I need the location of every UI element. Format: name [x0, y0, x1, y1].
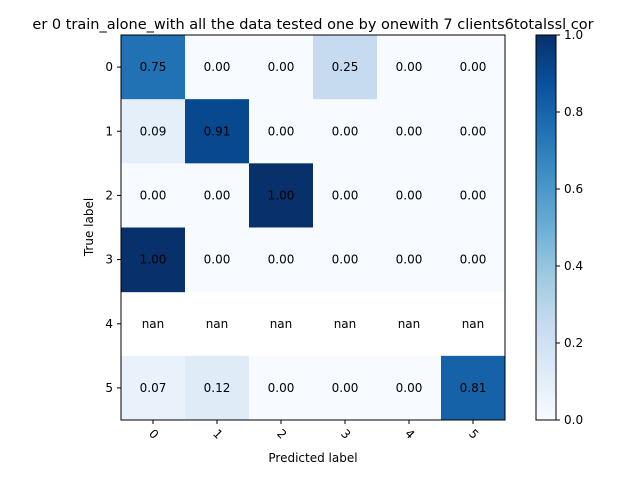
heatmap-cell: [377, 35, 442, 100]
heatmap-cell-labels: 0.75 0.00 0.00 0.25 0.00 0.00 0.09 0.91 0.00 0.00…: [140, 60, 487, 395]
cell-value-label: 0.81: [460, 381, 487, 395]
heatmap-cell: [313, 355, 378, 421]
heatmap-cell: [441, 99, 506, 164]
heatmap-cells: [121, 35, 506, 421]
cell-value-label: 0.00: [460, 253, 487, 267]
x-tick-label: 3: [338, 427, 353, 442]
heatmap-cell: [377, 163, 442, 228]
cell-value-label: 1.00: [268, 188, 295, 202]
colorbar-tick-label: 1.0: [564, 28, 583, 42]
heatmap-cell: [441, 163, 506, 228]
heatmap-cell: [313, 163, 378, 228]
y-tick-label: 4: [105, 317, 113, 331]
chart-title: er 0 train_alone_with all the data teste…: [32, 17, 593, 33]
cell-value-label: 0.00: [268, 60, 295, 74]
cell-value-label: 0.00: [460, 124, 487, 138]
x-axis-label: Predicted label: [268, 451, 357, 465]
heatmap-cell: [121, 35, 186, 100]
heatmap-cell: [249, 355, 314, 421]
heatmap-cell: [441, 35, 506, 100]
heatmap-cell: [121, 355, 186, 421]
heatmap-cell: [249, 99, 314, 164]
cell-value-label: 0.75: [140, 60, 167, 74]
cell-value-label: 0.09: [140, 124, 167, 138]
heatmap-cell: [185, 99, 250, 164]
heatmap-cell: [249, 163, 314, 228]
cell-value-label: nan: [334, 317, 357, 331]
cell-value-label: 0.00: [268, 253, 295, 267]
heatmap-cell: [121, 99, 186, 164]
heatmap-cell: [377, 227, 442, 293]
x-tick-label: 5: [466, 427, 481, 442]
colorbar-tick-label: 0.8: [564, 105, 583, 119]
cell-value-label: 0.00: [396, 124, 423, 138]
cell-value-label: 0.00: [396, 253, 423, 267]
cell-value-label: 0.00: [332, 381, 359, 395]
colorbar-tick-label: 0.2: [564, 336, 583, 350]
x-tick-label: 0: [146, 427, 161, 442]
heatmap-cell: [185, 35, 250, 100]
cell-value-label: 1.00: [140, 253, 167, 267]
heatmap-cell: [121, 227, 186, 293]
y-tick-label: 3: [105, 253, 113, 267]
heatmap-cell: [377, 99, 442, 164]
cell-value-label: 0.12: [204, 381, 231, 395]
heatmap-cell: [441, 227, 506, 293]
heatmap-cell: [377, 355, 442, 421]
x-tick-label: 2: [274, 427, 289, 442]
colorbar-ticks: 0.0 0.2 0.4 0.6 0.8 1.0: [556, 28, 583, 427]
cell-value-label: 0.00: [396, 381, 423, 395]
heatmap-cell: [249, 227, 314, 293]
colorbar-tick-label: 0.6: [564, 182, 583, 196]
heatmap-cell: [249, 35, 314, 100]
colorbar-tick-label: 0.0: [564, 413, 583, 427]
y-tick-label: 2: [105, 188, 113, 202]
heatmap-cell: [185, 163, 250, 228]
cell-value-label: nan: [142, 317, 165, 331]
cell-value-label: nan: [398, 317, 421, 331]
y-tick-label: 0: [105, 60, 113, 74]
plot-frame: [120, 34, 506, 421]
heatmap-cell: [441, 355, 506, 421]
cell-value-label: 0.91: [204, 124, 231, 138]
cell-value-label: 0.25: [332, 60, 359, 74]
x-tick-label: 4: [402, 427, 417, 442]
y-tick-label: 1: [105, 124, 113, 138]
cell-value-label: 0.00: [460, 188, 487, 202]
cell-value-label: 0.00: [268, 381, 295, 395]
cell-value-label: nan: [270, 317, 293, 331]
heatmap-cell: [185, 227, 250, 293]
heatmap-cell: [185, 355, 250, 421]
x-axis-ticks: 0 1 2 3 4 5: [146, 420, 481, 442]
cell-value-label: 0.07: [140, 381, 167, 395]
heatmap-cell: [121, 163, 186, 228]
x-tick-label: 1: [210, 427, 225, 442]
cell-value-label: 0.00: [332, 188, 359, 202]
cell-value-label: 0.00: [396, 60, 423, 74]
cell-value-label: 0.00: [332, 124, 359, 138]
colorbar: [535, 34, 557, 421]
cell-value-label: 0.00: [332, 253, 359, 267]
cell-value-label: nan: [206, 317, 229, 331]
cell-value-label: 0.00: [204, 60, 231, 74]
y-axis-ticks: 0 1 2 3 4 5: [105, 60, 121, 395]
cell-value-label: 0.00: [204, 253, 231, 267]
cell-value-label: 0.00: [140, 188, 167, 202]
cell-value-label: 0.00: [204, 188, 231, 202]
cell-value-label: 0.00: [460, 60, 487, 74]
y-axis-label: True label: [82, 198, 96, 257]
cell-value-label: 0.00: [268, 124, 295, 138]
colorbar-tick-label: 0.4: [564, 259, 583, 273]
heatmap-cell: [313, 99, 378, 164]
cell-value-label: nan: [462, 317, 485, 331]
y-tick-label: 5: [105, 381, 113, 395]
cell-value-label: 0.00: [396, 188, 423, 202]
heatmap-cell: [313, 35, 378, 100]
heatmap-cell: [313, 227, 378, 293]
